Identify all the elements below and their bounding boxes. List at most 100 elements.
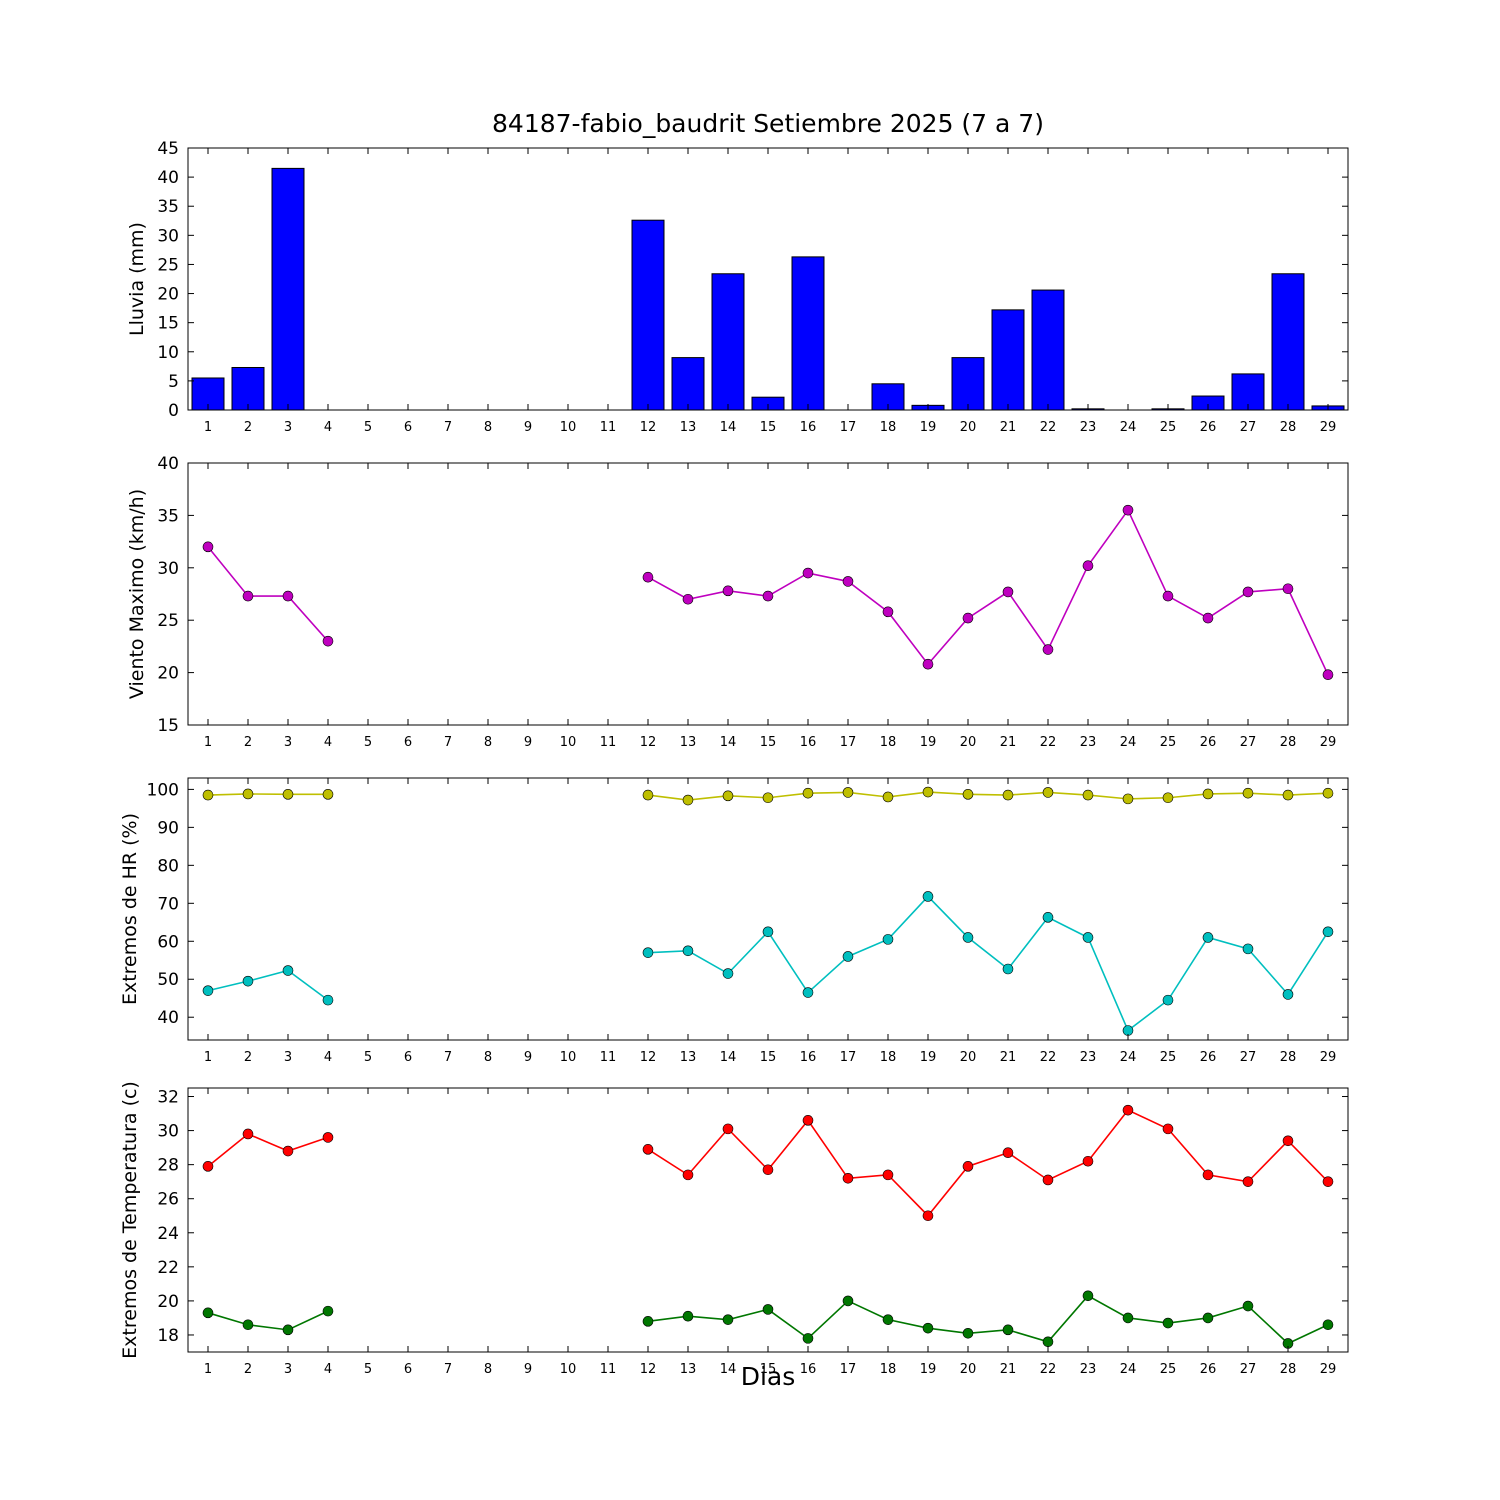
temperatura-ytick-label: 28 xyxy=(157,1156,179,1176)
lluvia-xtick-label: 6 xyxy=(404,420,412,435)
viento-xtick-label: 18 xyxy=(880,735,897,750)
viento-marker-viento-maximo-day-20 xyxy=(962,612,974,624)
hr-marker-hr-maxima-day-24 xyxy=(1122,793,1134,805)
temperatura-marker-temperatura-minima-day-22 xyxy=(1042,1336,1054,1348)
temperatura-marker-temperatura-minima-day-23 xyxy=(1082,1290,1094,1302)
temperatura-marker-temperatura-maxima-day-19 xyxy=(922,1210,934,1222)
lluvia-xtick-label: 17 xyxy=(840,420,857,435)
hr-xtick-label: 23 xyxy=(1080,1050,1097,1065)
lluvia-xtick-label: 12 xyxy=(640,420,657,435)
viento-xtick-label: 28 xyxy=(1280,735,1297,750)
hr-xtick-label: 5 xyxy=(364,1050,372,1065)
lluvia-xtick-label: 27 xyxy=(1240,420,1257,435)
lluvia-xtick-label: 18 xyxy=(880,420,897,435)
temperatura-xtick-label: 2 xyxy=(244,1362,252,1377)
hr-line-hr-maxima xyxy=(207,793,328,796)
temperatura-marker-temperatura-maxima-day-4 xyxy=(322,1132,334,1143)
temperatura-xtick-label: 19 xyxy=(920,1362,937,1377)
lluvia-xtick-label: 8 xyxy=(484,420,492,435)
temperatura-marker-temperatura-maxima-day-17 xyxy=(842,1172,854,1184)
temperatura-marker-temperatura-minima-day-25 xyxy=(1162,1317,1174,1329)
hr-marker-hr-maxima-day-22 xyxy=(1042,787,1054,798)
hr-marker-hr-maxima-day-29 xyxy=(1322,787,1334,799)
viento-ytick-label: 40 xyxy=(157,454,179,474)
lluvia-bar-day-28 xyxy=(1271,273,1305,411)
temperatura-marker-temperatura-maxima-day-25 xyxy=(1162,1123,1174,1135)
temperatura-xtick-label: 8 xyxy=(484,1362,492,1377)
temperatura-marker-temperatura-minima-day-13 xyxy=(682,1310,694,1322)
temperatura-xtick-label: 24 xyxy=(1120,1362,1137,1377)
lluvia-bar-day-27 xyxy=(1231,373,1265,411)
viento-marker-viento-maximo-day-27 xyxy=(1242,586,1254,598)
hr-xtick-label: 1 xyxy=(204,1050,212,1065)
hr-marker-hr-maxima-day-27 xyxy=(1242,787,1254,799)
temperatura-xtick-label: 10 xyxy=(560,1362,577,1377)
viento-marker-viento-maximo-day-15 xyxy=(762,590,774,602)
temperatura-xtick-label: 29 xyxy=(1320,1362,1337,1377)
temperatura-ytick-label: 32 xyxy=(157,1088,179,1108)
temperatura-xtick-label: 20 xyxy=(960,1362,977,1377)
lluvia-bar-day-2 xyxy=(231,366,265,411)
hr-ytick-label: 100 xyxy=(147,780,179,800)
temperatura-xtick-label: 3 xyxy=(284,1362,292,1377)
temperatura-marker-temperatura-maxima-day-21 xyxy=(1002,1147,1014,1159)
temperatura-ytick-label: 30 xyxy=(157,1122,179,1142)
lluvia-frame xyxy=(187,147,1349,411)
hr-xtick-label: 11 xyxy=(600,1050,617,1065)
viento-xtick-label: 23 xyxy=(1080,735,1097,750)
hr-marker-hr-maxima-day-15 xyxy=(762,792,774,804)
viento-marker-viento-maximo-day-4 xyxy=(322,635,334,647)
temperatura-ytick-label: 18 xyxy=(157,1326,179,1346)
temperatura-marker-temperatura-minima-day-20 xyxy=(962,1327,974,1339)
hr-xtick-label: 14 xyxy=(720,1050,737,1065)
lluvia-xtick-label: 21 xyxy=(1000,420,1017,435)
viento-xtick-label: 27 xyxy=(1240,735,1257,750)
temperatura-marker-temperatura-minima-day-29 xyxy=(1322,1319,1334,1331)
lluvia-xtick-label: 3 xyxy=(284,420,292,435)
viento-xtick-label: 6 xyxy=(404,735,412,750)
viento-xtick-label: 21 xyxy=(1000,735,1017,750)
hr-line-hr-minima xyxy=(207,969,329,1001)
viento-marker-viento-maximo-day-21 xyxy=(1002,586,1014,598)
viento-marker-viento-maximo-day-23 xyxy=(1082,560,1094,572)
temperatura-xtick-label: 25 xyxy=(1160,1362,1177,1377)
viento-marker-viento-maximo-day-26 xyxy=(1202,612,1214,624)
temperatura-marker-temperatura-maxima-day-23 xyxy=(1082,1155,1094,1167)
temperatura-xtick-label: 12 xyxy=(640,1362,657,1377)
viento-marker-viento-maximo-day-12 xyxy=(642,571,654,583)
viento-ytick-label: 25 xyxy=(157,611,179,631)
lluvia-xtick-label: 14 xyxy=(720,420,737,435)
temperatura-marker-temperatura-minima-day-15 xyxy=(762,1304,774,1315)
hr-marker-hr-maxima-day-13 xyxy=(682,794,694,806)
temperatura-marker-temperatura-maxima-day-18 xyxy=(882,1169,894,1181)
temperatura-xtick-label: 23 xyxy=(1080,1362,1097,1377)
temperatura-marker-temperatura-maxima-day-22 xyxy=(1042,1174,1054,1186)
lluvia-xtick-label: 2 xyxy=(244,420,252,435)
temperatura-xtick-label: 5 xyxy=(364,1362,372,1377)
lluvia-bar-day-20 xyxy=(951,357,985,411)
temperatura-xtick-label: 22 xyxy=(1040,1362,1057,1377)
hr-marker-hr-maxima-day-3 xyxy=(282,789,294,800)
viento-xtick-label: 20 xyxy=(960,735,977,750)
hr-xtick-label: 20 xyxy=(960,1050,977,1065)
viento-marker-viento-maximo-day-1 xyxy=(202,541,214,553)
temperatura-xtick-label: 21 xyxy=(1000,1362,1017,1377)
temperatura-marker-temperatura-maxima-day-24 xyxy=(1122,1104,1134,1116)
viento-marker-viento-maximo-day-18 xyxy=(882,606,894,618)
temperatura-series-temperatura-maxima xyxy=(202,1104,1334,1222)
lluvia-xtick-label: 22 xyxy=(1040,420,1057,435)
temperatura-marker-temperatura-maxima-day-16 xyxy=(802,1115,814,1126)
temperatura-xtick-label: 26 xyxy=(1200,1362,1217,1377)
hr-marker-hr-maxima-day-17 xyxy=(842,787,854,798)
viento-xtick-label: 29 xyxy=(1320,735,1337,750)
temperatura-xtick-label: 6 xyxy=(404,1362,412,1377)
temperatura-xtick-label: 27 xyxy=(1240,1362,1257,1377)
hr-xtick-label: 8 xyxy=(484,1050,492,1065)
viento-xtick-label: 24 xyxy=(1120,735,1137,750)
lluvia-xtick-label: 5 xyxy=(364,420,372,435)
viento-ytick-label: 30 xyxy=(157,559,179,579)
xlabel-dias: Dias xyxy=(740,1362,796,1391)
hr-xtick-label: 27 xyxy=(1240,1050,1257,1065)
viento-line-viento-maximo xyxy=(647,508,1329,676)
